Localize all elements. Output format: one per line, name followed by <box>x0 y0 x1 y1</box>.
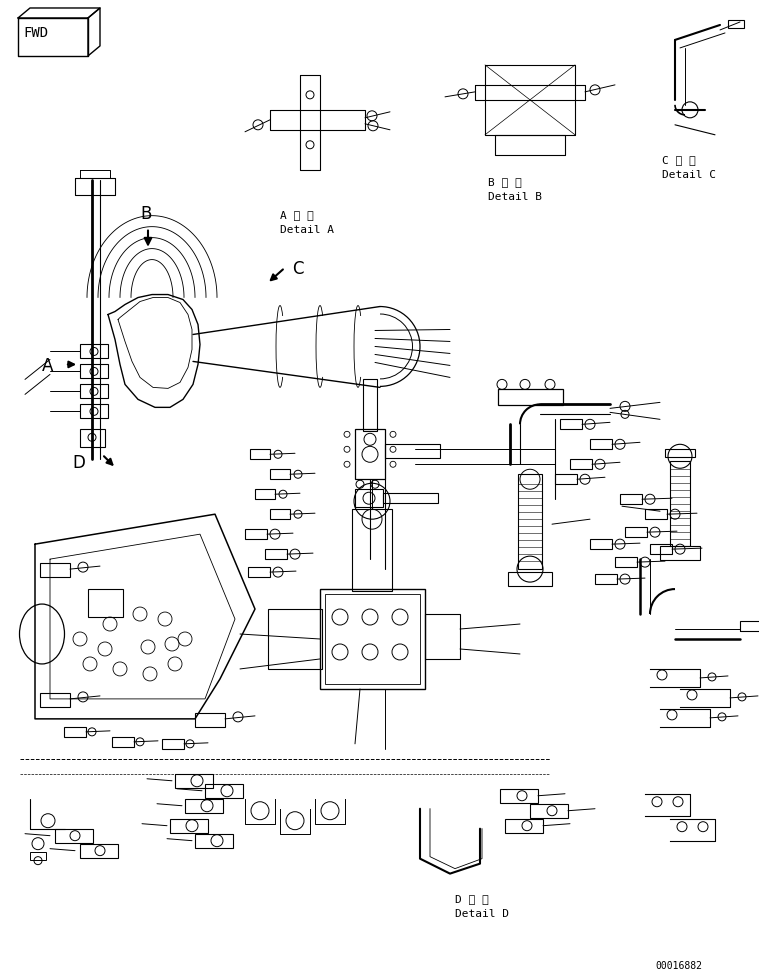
Bar <box>270 469 290 479</box>
Bar <box>425 614 460 659</box>
Text: D 詳 細: D 詳 細 <box>455 893 489 904</box>
Bar <box>355 489 383 507</box>
Bar <box>170 819 208 833</box>
Bar <box>530 804 568 818</box>
Bar <box>352 509 392 591</box>
Bar <box>645 509 667 519</box>
Bar <box>355 430 385 479</box>
Bar <box>250 449 270 460</box>
Text: C: C <box>292 260 304 278</box>
Text: C 詳 細: C 詳 細 <box>662 155 696 165</box>
Text: Detail B: Detail B <box>488 192 542 202</box>
Bar <box>80 430 105 447</box>
Bar <box>88 589 123 618</box>
Bar <box>560 420 582 430</box>
Bar <box>363 380 377 431</box>
Bar <box>80 404 108 419</box>
Text: Detail C: Detail C <box>662 169 716 180</box>
Text: A: A <box>42 357 53 375</box>
Text: B 詳 細: B 詳 細 <box>488 176 521 187</box>
Bar <box>195 713 225 727</box>
Bar <box>40 563 70 577</box>
Bar <box>660 546 700 560</box>
Bar <box>255 489 275 500</box>
Text: FWD: FWD <box>23 26 48 40</box>
Bar <box>175 773 213 788</box>
Text: Detail D: Detail D <box>455 909 509 918</box>
Bar <box>595 574 617 584</box>
Bar <box>383 493 438 504</box>
Bar <box>195 834 233 847</box>
Bar <box>670 462 690 546</box>
Bar <box>555 474 577 484</box>
Bar <box>615 557 637 567</box>
Bar <box>650 544 672 554</box>
Bar <box>80 364 108 379</box>
Bar <box>55 829 93 843</box>
Text: B: B <box>140 205 151 223</box>
Bar <box>665 449 695 457</box>
Bar <box>320 589 425 689</box>
Bar <box>185 799 223 812</box>
Bar <box>248 567 270 577</box>
Bar <box>30 851 46 860</box>
Text: D: D <box>72 454 85 472</box>
Bar <box>205 784 243 798</box>
Text: Detail A: Detail A <box>280 225 334 235</box>
Bar <box>498 390 563 405</box>
Bar <box>112 737 134 747</box>
Bar <box>500 789 538 803</box>
Bar <box>162 739 184 749</box>
Bar <box>625 527 647 537</box>
Bar <box>505 819 543 833</box>
Bar <box>570 460 592 469</box>
Bar <box>508 572 552 586</box>
Bar <box>590 540 612 549</box>
Text: A 詳 細: A 詳 細 <box>280 209 313 220</box>
Bar <box>268 609 322 669</box>
Bar <box>270 509 290 519</box>
Bar <box>245 529 267 540</box>
Bar <box>590 439 612 449</box>
Bar <box>325 594 420 684</box>
Text: 00016882: 00016882 <box>655 961 702 971</box>
Bar <box>728 20 744 28</box>
Bar <box>64 727 86 737</box>
Bar <box>80 345 108 358</box>
Bar <box>265 549 287 559</box>
Bar <box>80 385 108 398</box>
Bar <box>80 843 118 858</box>
Bar <box>518 474 542 569</box>
Bar <box>385 444 440 459</box>
Bar <box>40 693 70 707</box>
Bar <box>740 621 759 631</box>
Bar <box>620 494 642 505</box>
